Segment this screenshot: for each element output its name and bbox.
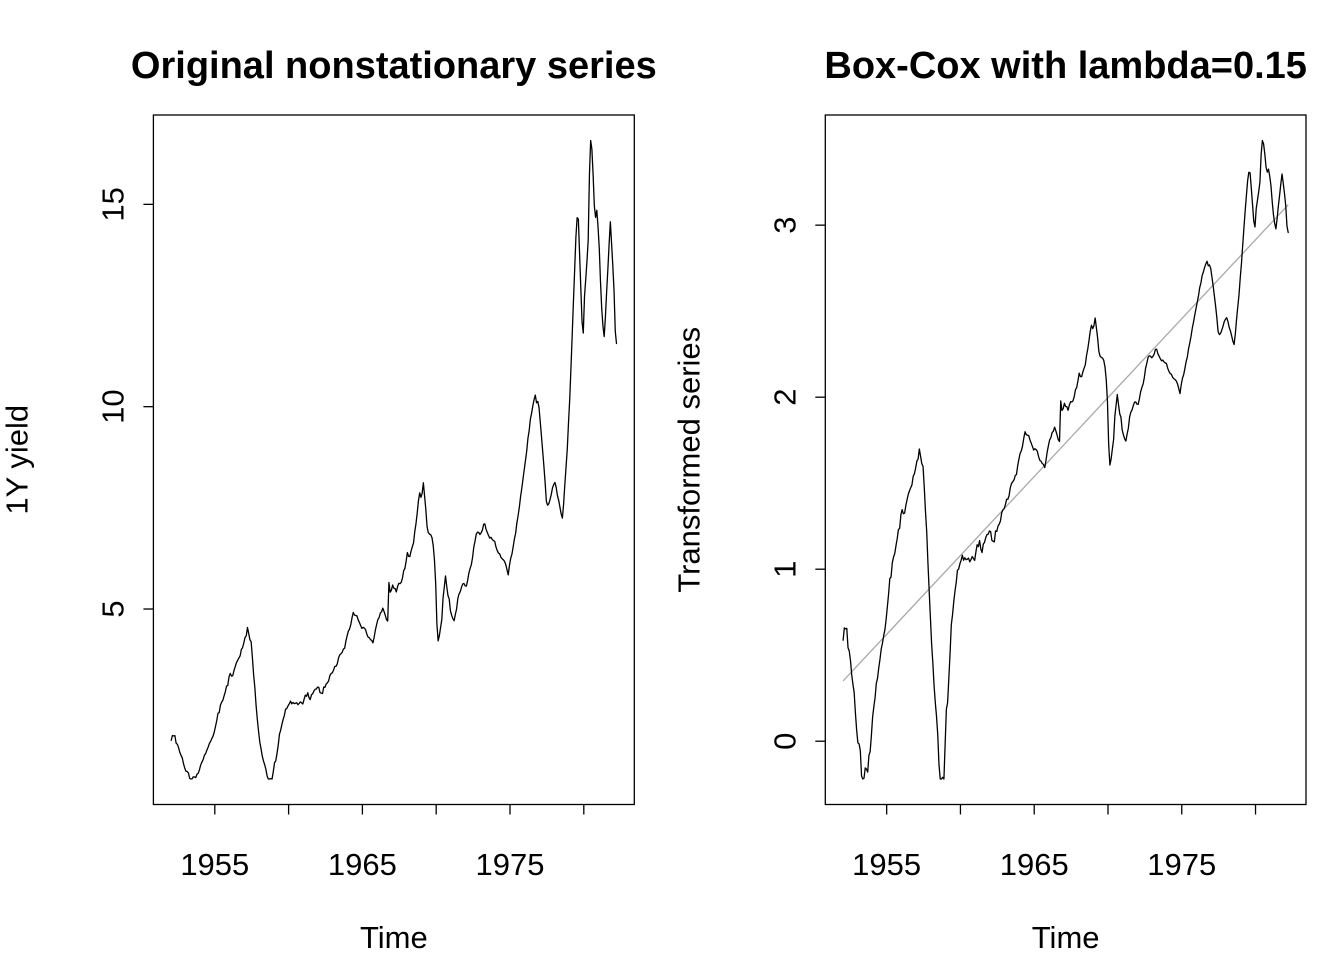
svg-text:3: 3: [767, 217, 802, 234]
svg-text:Time: Time: [360, 920, 428, 955]
svg-text:1955: 1955: [852, 847, 921, 882]
svg-text:10: 10: [96, 389, 131, 423]
svg-text:Time: Time: [1032, 920, 1100, 955]
svg-text:1955: 1955: [180, 847, 249, 882]
svg-text:1965: 1965: [1000, 847, 1069, 882]
svg-text:Transformed series: Transformed series: [671, 327, 706, 593]
svg-text:1: 1: [767, 561, 802, 578]
svg-text:0: 0: [767, 733, 802, 750]
svg-text:5: 5: [96, 600, 131, 617]
svg-text:1965: 1965: [328, 847, 397, 882]
svg-text:1975: 1975: [1147, 847, 1216, 882]
svg-text:2: 2: [767, 389, 802, 406]
svg-text:Original nonstationary series: Original nonstationary series: [131, 45, 657, 87]
svg-text:1Y yield: 1Y yield: [0, 405, 34, 515]
svg-text:15: 15: [96, 187, 131, 221]
svg-text:1975: 1975: [476, 847, 545, 882]
svg-text:Box-Cox with lambda=0.15: Box-Cox with lambda=0.15: [824, 45, 1307, 87]
